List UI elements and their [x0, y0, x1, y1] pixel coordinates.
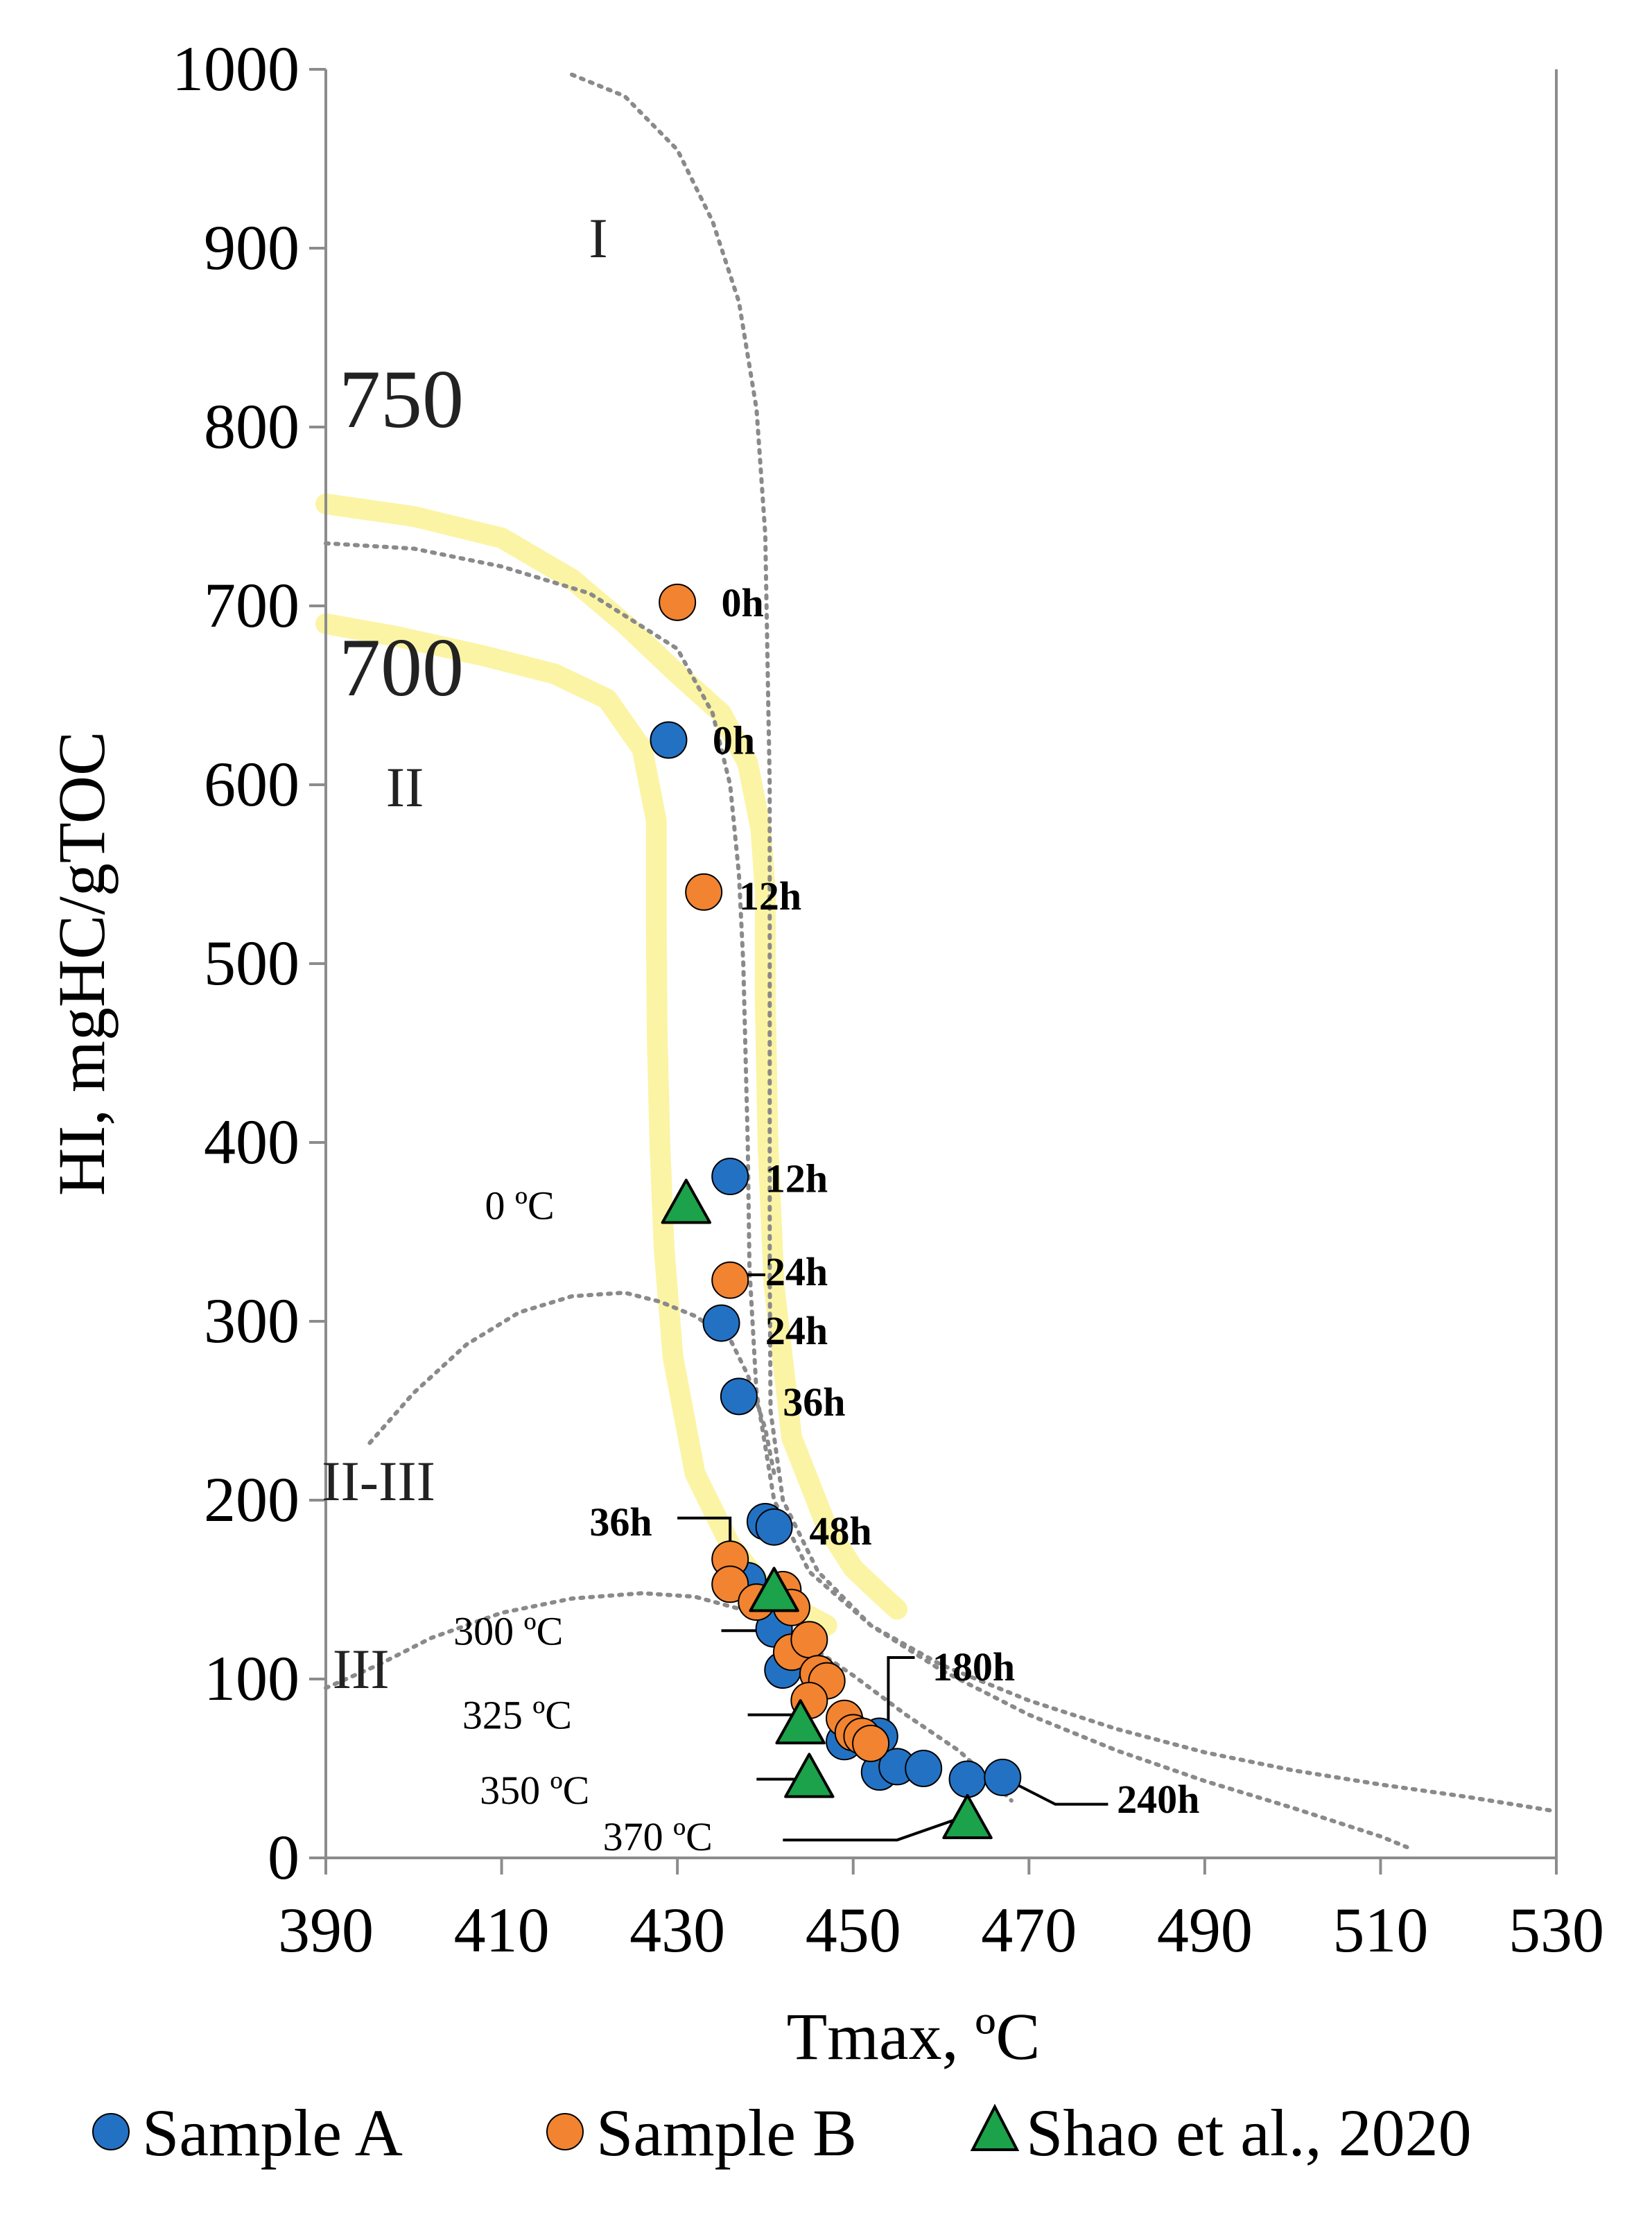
hi-line-label: 750 — [339, 353, 464, 445]
data-point-sample-a — [702, 1304, 740, 1342]
temperature-label: 370 ºC — [603, 1814, 713, 1859]
data-point-sample-b — [790, 1621, 828, 1659]
data-point-sample-b — [852, 1724, 890, 1762]
legend-marker-circle — [546, 2113, 584, 2150]
hi-750-boundary-curve — [315, 493, 908, 1620]
y-tick-label: 900 — [204, 212, 299, 283]
y-axis-title: HI, mgHC/gTOC — [44, 731, 119, 1196]
data-point-triangle — [661, 1179, 712, 1224]
type-ii-boundary-curve — [324, 541, 1409, 1850]
data-point-triangle — [784, 1753, 835, 1798]
y-tick-label: 400 — [204, 1106, 299, 1177]
axes-layer: 0 100 200 300 400 500 600 700 800 900 1000 390 410 43… — [44, 33, 1604, 2073]
data-point-sample-b — [659, 583, 697, 621]
point-label: 48h — [809, 1508, 871, 1554]
point-label: 36h — [589, 1499, 652, 1545]
region-label: II-III — [322, 1450, 435, 1513]
leader-line — [1002, 1776, 1108, 1806]
data-point-sample-b — [711, 1565, 749, 1603]
point-label: 12h — [739, 873, 801, 919]
x-tick-label: 530 — [1508, 1895, 1604, 1965]
data-point-triangle — [942, 1793, 993, 1840]
x-tick-label: 450 — [806, 1895, 901, 1965]
data-point-sample-a — [650, 721, 688, 759]
hi-line-label: 700 — [339, 621, 464, 713]
point-label: 12h — [765, 1156, 828, 1201]
legend-label: Sample B — [596, 2096, 857, 2170]
data-point-sample-a — [720, 1377, 758, 1416]
data-point-sample-a — [984, 1758, 1022, 1796]
y-tick-label: 800 — [204, 391, 299, 462]
region-label: II — [386, 756, 424, 819]
leader-line — [887, 1656, 915, 1743]
temperature-label: 350 ºC — [480, 1768, 589, 1813]
x-tick-label: 430 — [629, 1895, 725, 1965]
type-iii-boundary-curve — [324, 1591, 1014, 1803]
region-label: I — [589, 207, 607, 270]
type-i-boundary-curve — [570, 72, 1558, 1814]
data-point-sample-a — [948, 1760, 986, 1798]
data-point-sample-a — [755, 1508, 793, 1546]
point-label: 24h — [765, 1249, 828, 1294]
y-tick-label: 300 — [204, 1285, 299, 1356]
temperature-label: 300 ºC — [453, 1608, 563, 1653]
data-point-sample-a — [905, 1750, 943, 1787]
data-point-sample-a — [711, 1158, 749, 1196]
y-tick-label: 500 — [204, 928, 299, 998]
temperature-label: 0 ºC — [485, 1183, 554, 1228]
data-point-sample-b — [685, 873, 723, 911]
legend-label: Sample A — [142, 2096, 403, 2170]
x-tick-label: 490 — [1157, 1895, 1253, 1965]
y-tick-label: 0 — [268, 1822, 299, 1893]
x-tick-label: 390 — [278, 1895, 374, 1965]
point-label: 36h — [783, 1380, 845, 1425]
y-tick-label: 100 — [204, 1643, 299, 1714]
legend: Sample A Sample B Shao et al., 2020 — [92, 2096, 1472, 2170]
y-tick-label: 1000 — [172, 33, 299, 104]
temperature-label: 325 ºC — [462, 1693, 572, 1738]
data-point-sample-b — [711, 1261, 749, 1299]
point-label: 0h — [713, 718, 755, 763]
point-label: 0h — [722, 580, 764, 625]
boundary-curves-layer — [315, 72, 1558, 1850]
leader-line — [783, 1817, 959, 1842]
legend-marker-circle — [92, 2113, 130, 2150]
x-tick-label: 410 — [454, 1895, 550, 1965]
point-label: 24h — [765, 1308, 828, 1353]
data-point-triangle — [749, 1567, 799, 1612]
region-label: III — [333, 1637, 390, 1701]
x-tick-label: 510 — [1332, 1895, 1428, 1965]
y-tick-label: 700 — [204, 570, 299, 641]
legend-label: Shao et al., 2020 — [1026, 2096, 1472, 2170]
point-label: 180h — [932, 1644, 1015, 1689]
annotation-layer: IIIII-IIIIII7507000h0h12h12h24h24h36h36h… — [322, 207, 1199, 1859]
point-label: 240h — [1117, 1777, 1199, 1822]
data-points-layer — [650, 583, 1022, 1840]
y-tick-label: 600 — [204, 749, 299, 819]
data-point-triangle — [775, 1699, 826, 1745]
x-axis-title: Tmax, ºC — [787, 1999, 1041, 2073]
y-tick-label: 200 — [204, 1464, 299, 1535]
legend-marker-triangle — [970, 2103, 1020, 2151]
x-tick-label: 470 — [981, 1895, 1077, 1965]
